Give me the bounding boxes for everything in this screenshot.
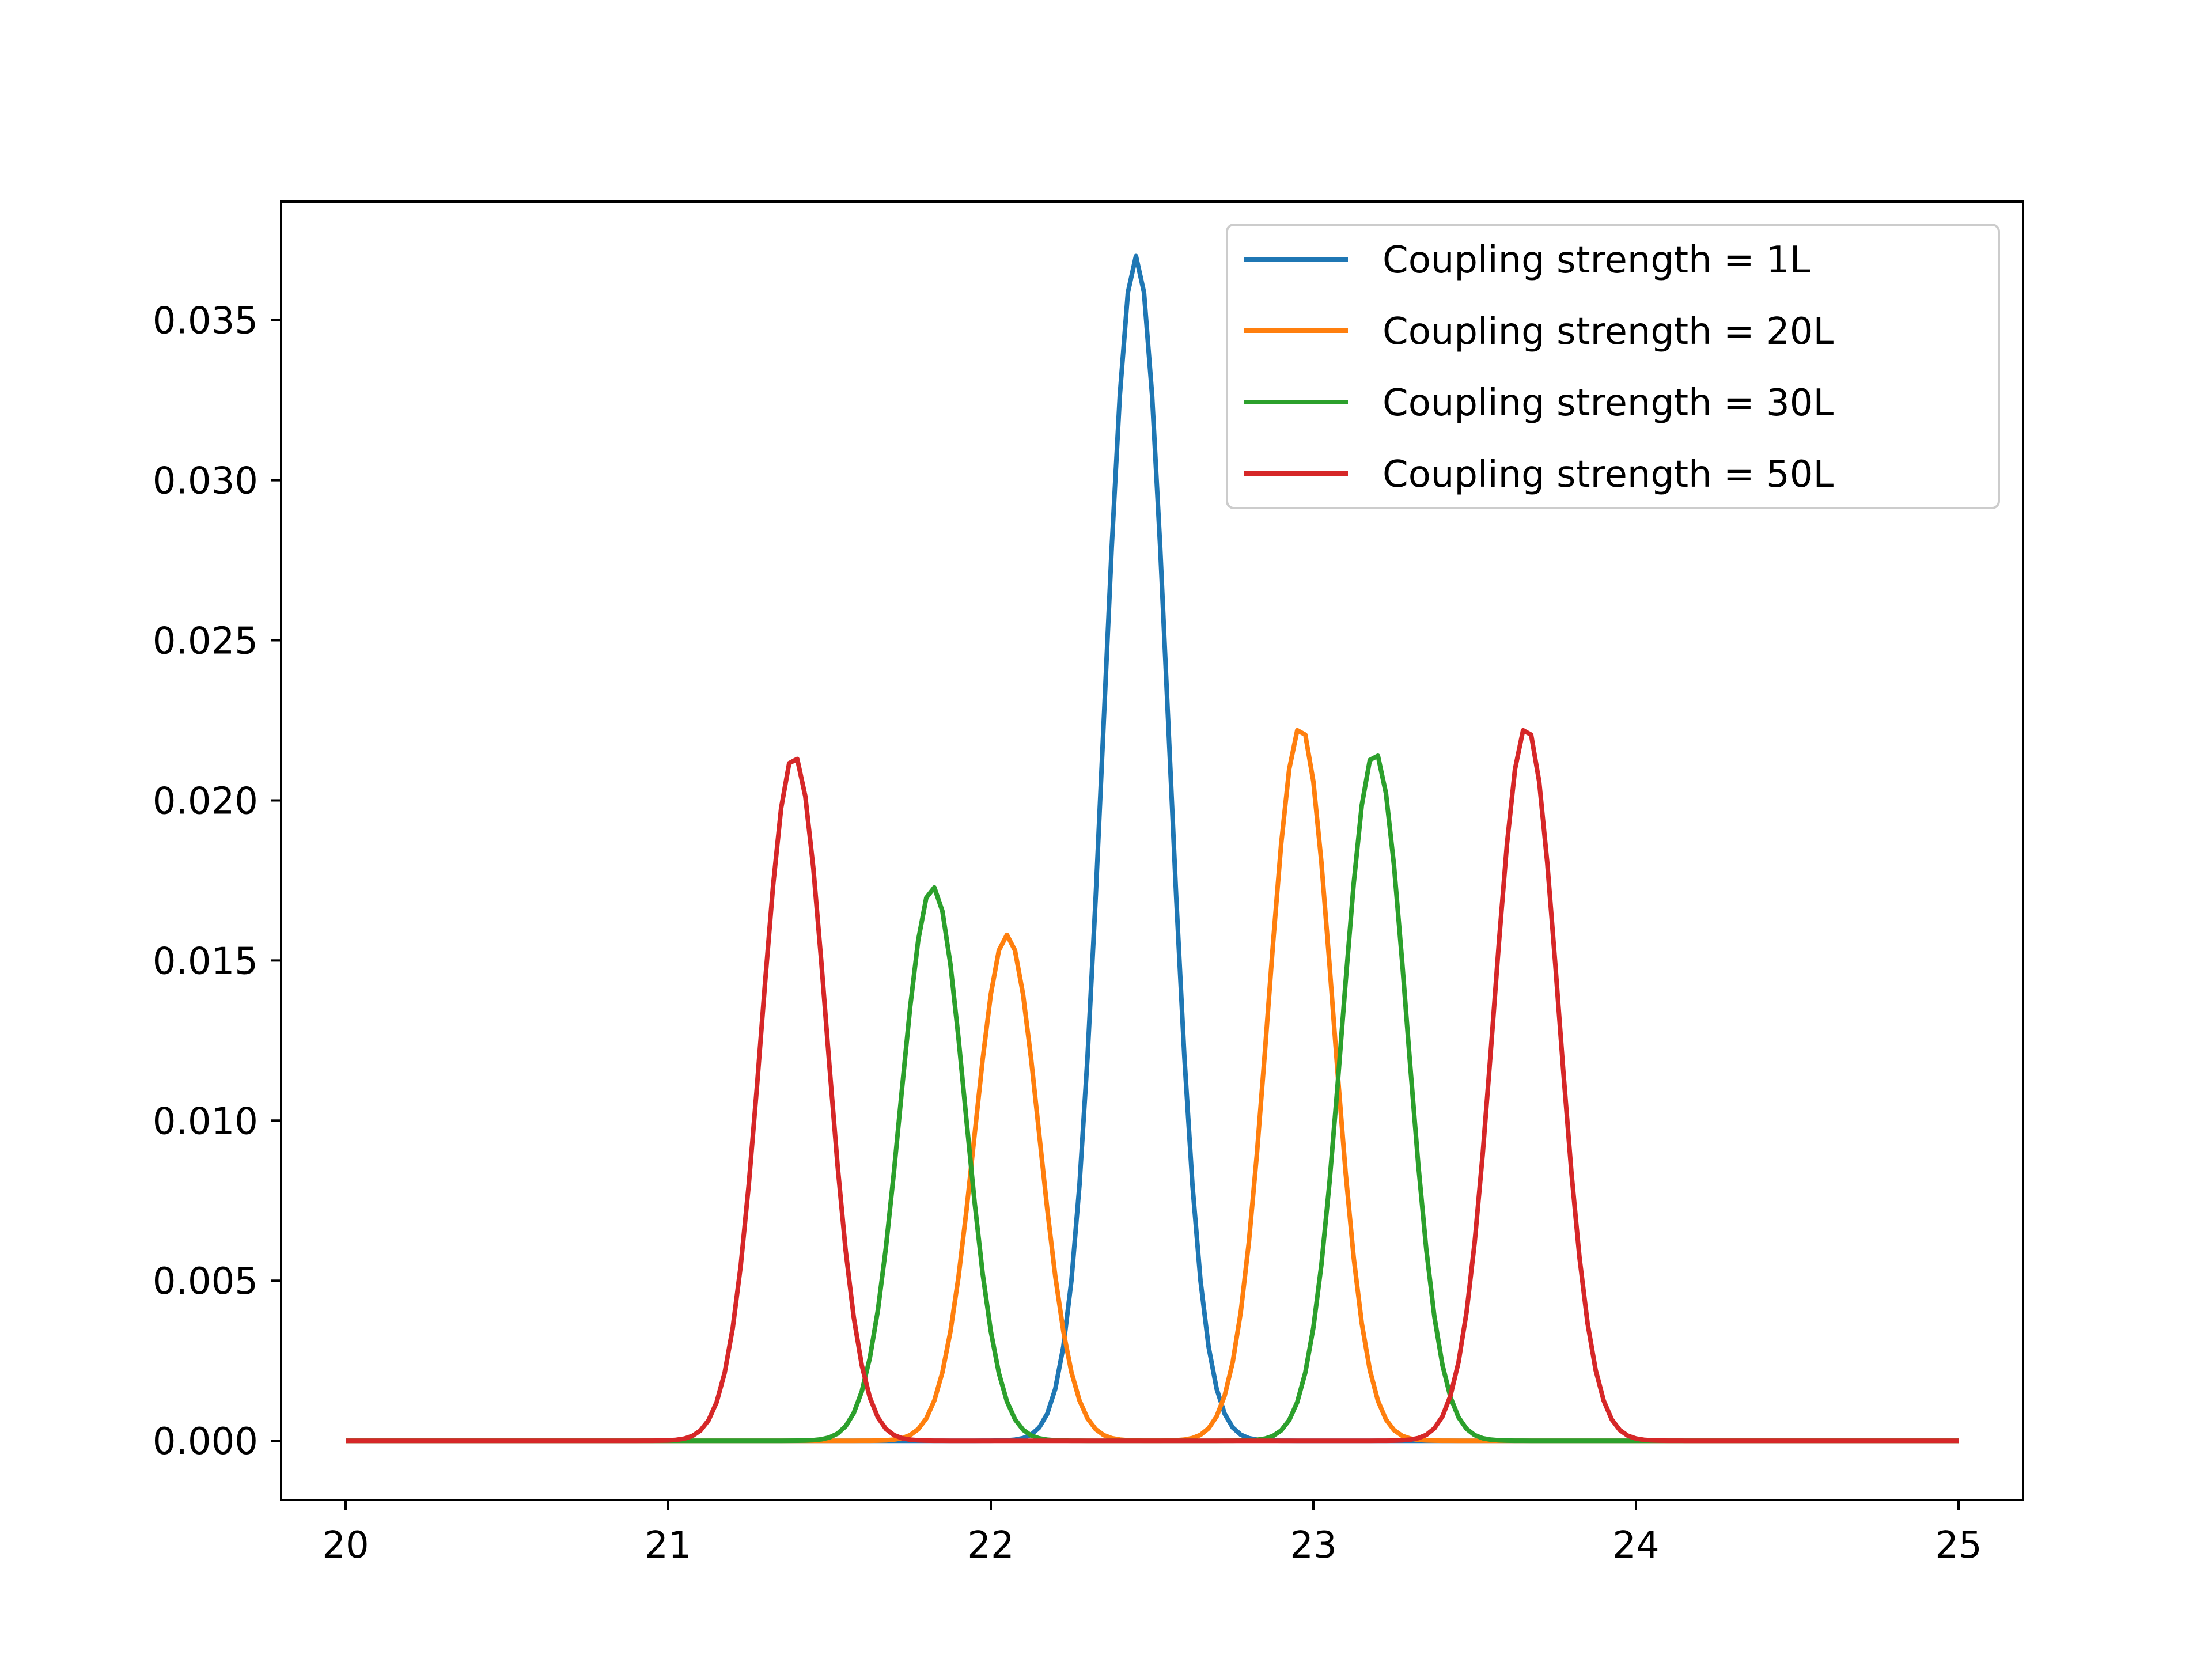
x-tick-label: 23 bbox=[1290, 1524, 1336, 1567]
y-tick-label: 0.030 bbox=[153, 460, 258, 503]
x-tick-label: 24 bbox=[1612, 1524, 1659, 1567]
y-tick-label: 0.035 bbox=[153, 300, 258, 343]
x-tick-label: 25 bbox=[1935, 1524, 1982, 1567]
x-tick-label: 21 bbox=[645, 1524, 691, 1567]
series-line-4 bbox=[346, 728, 1959, 1444]
legend-label-3: Coupling strength = 30L bbox=[1382, 382, 1834, 425]
legend-label-2: Coupling strength = 20L bbox=[1382, 310, 1834, 353]
y-tick-label: 0.010 bbox=[153, 1100, 258, 1143]
legend-label-1: Coupling strength = 1L bbox=[1382, 239, 1810, 282]
y-tick-label: 0.015 bbox=[153, 940, 258, 983]
y-tick-label: 0.005 bbox=[153, 1260, 258, 1303]
y-axis: 0.000 0.005 0.010 0.015 0.020 0.025 0.030 0.035 bbox=[153, 300, 281, 1463]
plot-lines bbox=[346, 253, 1959, 1444]
plot-frame bbox=[280, 200, 2024, 1501]
y-tick-label: 0.000 bbox=[153, 1421, 258, 1463]
y-tick-label: 0.025 bbox=[153, 620, 258, 663]
legend: Coupling strength = 1L Coupling strength … bbox=[1226, 224, 2000, 509]
legend-box bbox=[1226, 224, 2000, 509]
legend-label-4: Coupling strength = 50L bbox=[1382, 453, 1834, 496]
y-tick-label: 0.020 bbox=[153, 780, 258, 823]
x-axis: 20 21 22 23 24 25 bbox=[322, 1500, 1982, 1567]
x-tick-label: 20 bbox=[322, 1524, 369, 1567]
x-tick-label: 22 bbox=[967, 1524, 1014, 1567]
